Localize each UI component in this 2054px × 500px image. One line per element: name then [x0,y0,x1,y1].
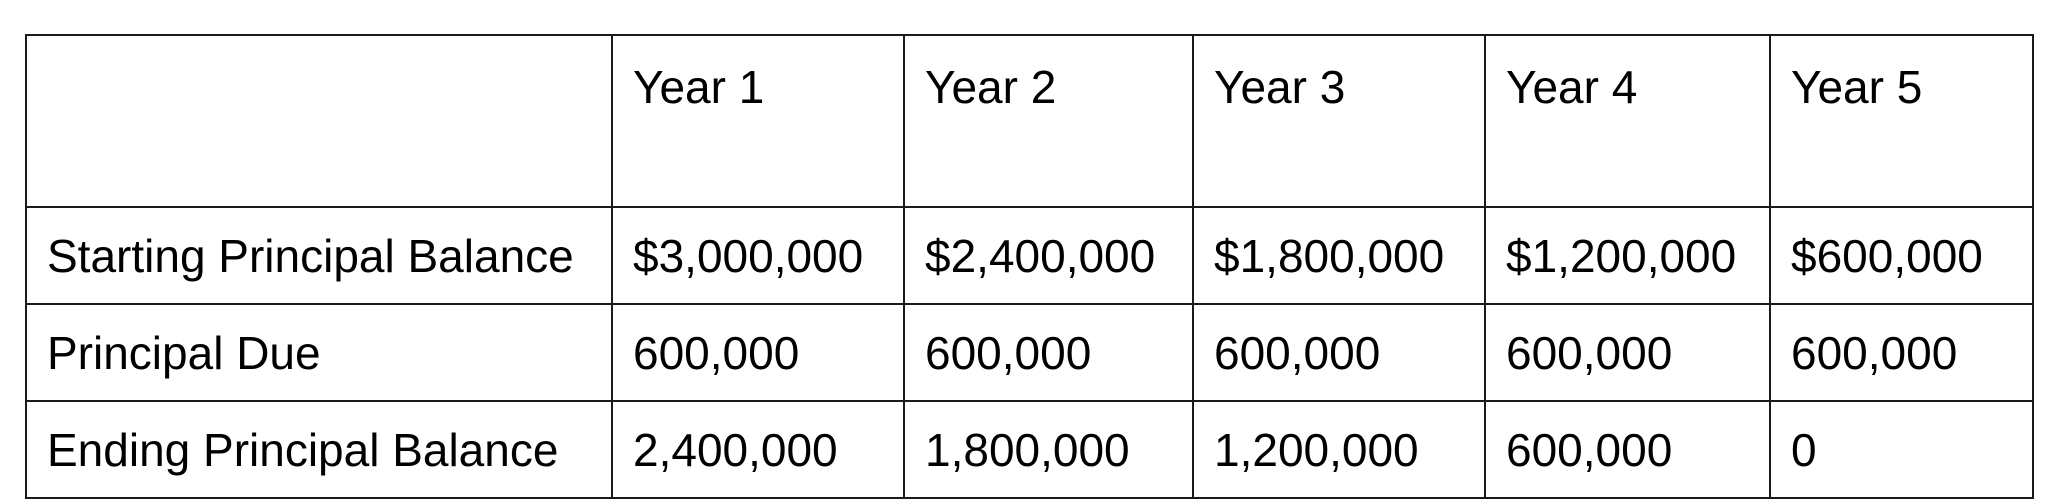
table-header-row: Year 1 Year 2 Year 3 Year 4 Year 5 [25,34,2034,208]
table-corner-cell [25,34,613,208]
table-row-starting-principal-balance: Starting Principal Balance $3,000,000 $2… [25,206,2034,305]
column-header-year-5: Year 5 [1769,34,2034,208]
column-header-year-2: Year 2 [903,34,1194,208]
table-cell: 1,200,000 [1192,400,1486,499]
table-cell: 600,000 [1769,303,2034,402]
table-cell: 600,000 [1484,400,1771,499]
table-cell: 600,000 [1484,303,1771,402]
table-cell: $1,800,000 [1192,206,1486,305]
column-header-year-1: Year 1 [611,34,905,208]
table-row-principal-due: Principal Due 600,000 600,000 600,000 60… [25,303,2034,402]
table-cell: $600,000 [1769,206,2034,305]
column-header-year-4: Year 4 [1484,34,1771,208]
column-header-year-3: Year 3 [1192,34,1486,208]
table-cell: 1,800,000 [903,400,1194,499]
table-cell: $2,400,000 [903,206,1194,305]
principal-schedule-table: Year 1 Year 2 Year 3 Year 4 Year 5 Start… [25,34,2034,499]
table-cell: 600,000 [1192,303,1486,402]
table-cell: 0 [1769,400,2034,499]
table-cell: 2,400,000 [611,400,905,499]
table-cell: $1,200,000 [1484,206,1771,305]
table-cell: 600,000 [903,303,1194,402]
row-label: Principal Due [25,303,613,402]
row-label: Ending Principal Balance [25,400,613,499]
row-label: Starting Principal Balance [25,206,613,305]
table-cell: 600,000 [611,303,905,402]
table-cell: $3,000,000 [611,206,905,305]
table-row-ending-principal-balance: Ending Principal Balance 2,400,000 1,800… [25,400,2034,499]
